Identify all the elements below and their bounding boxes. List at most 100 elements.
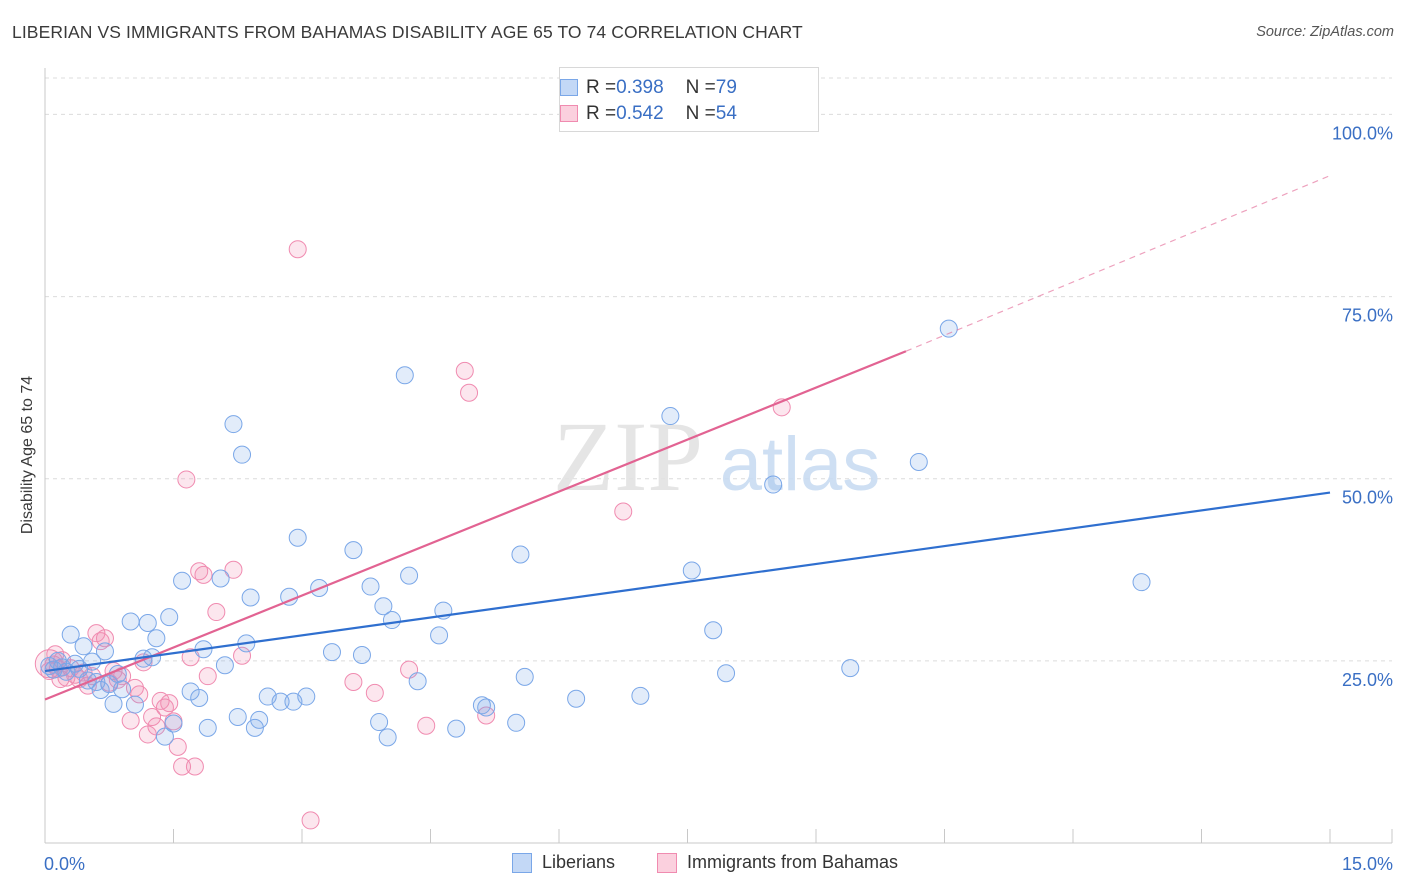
point-liberians [939,319,958,338]
point-bahamas [194,565,213,584]
axes [44,68,1393,844]
point-liberians [147,629,166,648]
y-tick-label: 50.0% [1342,488,1393,508]
point-bahamas [288,240,307,259]
point-liberians [173,571,192,590]
point-liberians [382,611,401,630]
point-liberians [408,672,427,691]
point-liberians [477,698,496,717]
point-liberians [378,728,397,747]
point-liberians [160,608,179,627]
point-liberians [370,713,389,732]
point-liberians [211,569,230,588]
point-bahamas [95,629,114,648]
watermark-atlas: atlas [720,422,881,507]
chart-title: LIBERIAN VS IMMIGRANTS FROM BAHAMAS DISA… [12,22,803,42]
point-liberians [507,713,526,732]
point-bahamas [173,757,192,776]
bottom-legend-swatch-liberians [512,852,532,873]
point-liberians [661,407,680,426]
point-liberians [515,667,534,686]
tick-labels: 25.0% 50.0% 75.0% 100.0% 0.0% 15.0% [44,123,1393,874]
point-liberians [511,545,530,564]
point-liberians [138,613,157,632]
legend-n-label: N = [685,77,716,98]
point-liberians [297,687,316,706]
point-liberians [74,637,93,656]
point-liberians [430,626,449,645]
point-bahamas [460,383,479,402]
point-liberians [155,727,174,746]
point-liberians [164,714,183,733]
point-liberians [704,621,723,640]
trend-line-liberians [44,491,1331,673]
x-tick-label: 15.0% [1342,854,1393,874]
point-liberians [125,695,144,714]
point-liberians [395,366,414,385]
watermark-zip: ZIP [553,401,703,512]
source-label: Source: ZipAtlas.com [1256,24,1394,40]
legend-r-label: R = [586,77,617,98]
series-liberians-points [40,319,1151,747]
legend-n-label: N = [685,103,716,124]
legend-n-value: 54 [715,103,737,124]
point-liberians [447,719,466,738]
point-liberians [682,561,701,580]
point-bahamas [121,711,140,730]
y-tick-label: 25.0% [1342,670,1393,690]
point-liberians [190,689,209,708]
point-liberians [631,686,650,705]
legend-r-value: 0.542 [616,103,664,124]
grid-lines [45,77,1392,662]
trend-line-bahamas [44,350,907,701]
point-liberians [121,612,140,631]
point-liberians [228,707,247,726]
legend-n-value: 79 [715,77,737,98]
point-liberians [104,694,123,713]
legend-row-bahamas: R = 0.542 N = 54 [560,102,737,126]
trend-line-bahamas-extension [905,175,1331,352]
point-bahamas [455,361,474,380]
point-bahamas [185,757,204,776]
point-liberians [344,541,363,560]
point-liberians [250,710,269,729]
point-liberians [95,642,114,661]
y-tick-label: 100.0% [1332,123,1393,143]
point-liberians [567,689,586,708]
x-tick-label: 0.0% [44,854,85,874]
point-liberians [61,625,80,644]
legend-row-liberians: R = 0.398 N = 79 [560,76,737,100]
point-liberians [245,718,264,737]
point-bahamas [301,811,320,830]
bottom-legend-liberians[interactable]: Liberians [512,852,615,873]
point-liberians [224,415,243,434]
bottom-legend-bahamas[interactable]: Immigrants from Bahamas [657,852,898,873]
point-liberians [113,680,132,699]
point-bahamas [143,707,162,726]
bottom-legend-swatch-bahamas [657,852,677,873]
point-bahamas [417,716,436,735]
point-liberians [215,656,234,675]
legend-r-value: 0.398 [616,77,664,98]
point-bahamas [344,672,363,691]
legend-r-label: R = [586,103,617,124]
trend-lines [44,175,1331,701]
point-bahamas [614,502,633,521]
point-liberians [764,475,783,494]
point-liberians [374,597,393,616]
point-liberians [717,664,736,683]
point-bahamas [130,685,149,704]
point-bahamas [168,737,187,756]
point-liberians [271,692,290,711]
point-liberians [400,566,419,585]
point-liberians [1132,573,1151,592]
point-liberians [241,588,260,607]
point-liberians [361,577,380,596]
point-liberians [909,452,928,471]
point-bahamas [177,470,196,489]
watermark: ZIP atlas [553,401,880,512]
bottom-legend-label: Liberians [542,852,616,872]
y-axis-title: Disability Age 65 to 74 [19,375,36,535]
point-bahamas [207,603,226,622]
